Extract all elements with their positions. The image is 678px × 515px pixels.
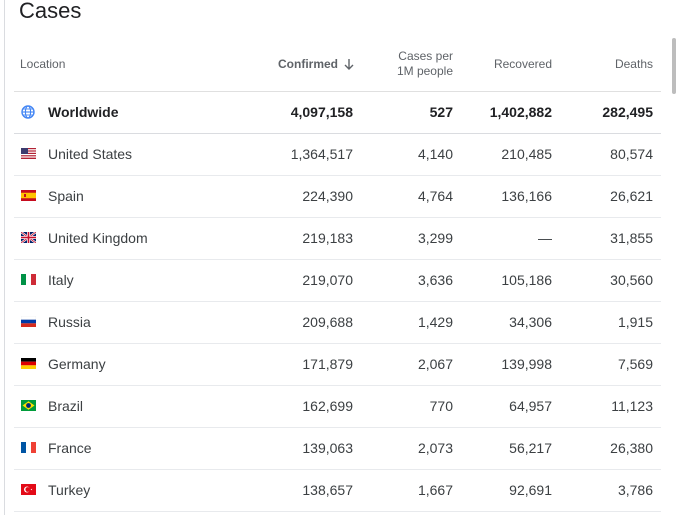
scrollbar[interactable] xyxy=(672,38,676,94)
cases-header-line1: Cases per xyxy=(398,49,453,63)
table-row-spain[interactable]: Spain 224,390 4,764 136,166 26,621 xyxy=(14,176,661,218)
deaths-value: 11,123 xyxy=(611,398,653,414)
location-name: Worldwide xyxy=(48,104,119,120)
table-row-italy[interactable]: Italy 219,070 3,636 105,186 30,560 xyxy=(14,260,661,302)
column-header-location[interactable]: Location xyxy=(20,57,66,71)
location-name: United Kingdom xyxy=(48,230,148,246)
recovered-value: 34,306 xyxy=(509,314,552,330)
table-row-russia[interactable]: Russia 209,688 1,429 34,306 1,915 xyxy=(14,302,661,344)
cases-table: Location Confirmed Cases per 1M people R… xyxy=(14,38,661,512)
brazil-flag-icon xyxy=(21,400,36,411)
arrow-down-icon xyxy=(344,58,354,70)
confirmed-value: 209,688 xyxy=(302,314,353,330)
cases-per-1m-value: 527 xyxy=(429,104,453,120)
location-name: Brazil xyxy=(48,398,84,414)
deaths-value: 26,621 xyxy=(610,188,653,204)
location-name: France xyxy=(48,440,92,456)
turkey-flag-icon xyxy=(21,484,36,495)
deaths-value: 1,915 xyxy=(617,314,653,330)
confirmed-value: 219,183 xyxy=(302,230,353,246)
deaths-value: 80,574 xyxy=(610,146,653,162)
globe-icon xyxy=(21,105,35,119)
confirmed-value: 4,097,158 xyxy=(290,104,353,120)
table-row-france[interactable]: France 139,063 2,073 56,217 26,380 xyxy=(14,428,661,470)
cases-per-1m-value: 770 xyxy=(429,398,453,414)
deaths-value: 7,569 xyxy=(617,356,653,372)
table-row-brazil[interactable]: Brazil 162,699 770 64,957 11,123 xyxy=(14,386,661,428)
panel-border xyxy=(4,0,5,515)
cases-per-1m-value: 3,299 xyxy=(417,230,453,246)
location-name: Italy xyxy=(48,272,74,288)
recovered-value: 92,691 xyxy=(509,482,552,498)
russia-flag-icon xyxy=(21,316,36,327)
location-name: Russia xyxy=(48,314,91,330)
column-header-cases-per-1m[interactable]: Cases per 1M people xyxy=(397,49,453,79)
recovered-value: 1,402,882 xyxy=(489,104,552,120)
confirmed-value: 139,063 xyxy=(302,440,353,456)
page-title: Cases xyxy=(19,0,82,23)
cases-per-1m-value: 3,636 xyxy=(417,272,453,288)
table-row-turkey[interactable]: Turkey 138,657 1,667 92,691 3,786 xyxy=(14,470,661,512)
recovered-value: — xyxy=(538,230,552,246)
deaths-value: 31,855 xyxy=(610,230,653,246)
confirmed-value: 138,657 xyxy=(302,482,353,498)
deaths-value: 30,560 xyxy=(610,272,653,288)
cases-per-1m-value: 1,667 xyxy=(417,482,453,498)
uk-flag-icon xyxy=(21,232,36,243)
cases-per-1m-value: 4,140 xyxy=(417,146,453,162)
cases-per-1m-value: 1,429 xyxy=(417,314,453,330)
us-flag-icon xyxy=(21,148,36,159)
confirmed-value: 1,364,517 xyxy=(290,146,353,162)
recovered-value: 56,217 xyxy=(509,440,552,456)
france-flag-icon xyxy=(21,442,36,453)
confirmed-value: 162,699 xyxy=(302,398,353,414)
location-name: Turkey xyxy=(48,482,91,498)
cases-per-1m-value: 4,764 xyxy=(417,188,453,204)
deaths-value: 282,495 xyxy=(602,104,653,120)
table-row-united-kingdom[interactable]: United Kingdom 219,183 3,299 — 31,855 xyxy=(14,218,661,260)
confirmed-value: 224,390 xyxy=(302,188,353,204)
recovered-value: 105,186 xyxy=(501,272,552,288)
spain-flag-icon xyxy=(21,190,36,201)
table-header: Location Confirmed Cases per 1M people R… xyxy=(14,38,661,92)
column-header-confirmed[interactable]: Confirmed xyxy=(278,57,354,71)
column-header-deaths[interactable]: Deaths xyxy=(614,57,653,71)
confirmed-value: 171,879 xyxy=(302,356,353,372)
germany-flag-icon xyxy=(21,358,36,369)
table-row-united-states[interactable]: United States 1,364,517 4,140 210,485 80… xyxy=(14,134,661,176)
location-name: Spain xyxy=(48,188,84,204)
table-row-worldwide[interactable]: Worldwide 4,097,158 527 1,402,882 282,49… xyxy=(14,92,661,134)
table-row-germany[interactable]: Germany 171,879 2,067 139,998 7,569 xyxy=(14,344,661,386)
recovered-value: 136,166 xyxy=(501,188,552,204)
location-name: Germany xyxy=(48,356,106,372)
recovered-value: 139,998 xyxy=(501,356,552,372)
column-header-recovered[interactable]: Recovered xyxy=(493,57,552,71)
deaths-value: 3,786 xyxy=(617,482,653,498)
italy-flag-icon xyxy=(21,274,36,285)
cases-per-1m-value: 2,067 xyxy=(417,356,453,372)
recovered-value: 210,485 xyxy=(501,146,552,162)
recovered-value: 64,957 xyxy=(509,398,552,414)
cases-header-line2: 1M people xyxy=(396,64,453,78)
location-name: United States xyxy=(48,146,133,162)
column-header-confirmed-label: Confirmed xyxy=(278,57,338,71)
confirmed-value: 219,070 xyxy=(302,272,353,288)
cases-per-1m-value: 2,073 xyxy=(417,440,453,456)
deaths-value: 26,380 xyxy=(610,440,653,456)
